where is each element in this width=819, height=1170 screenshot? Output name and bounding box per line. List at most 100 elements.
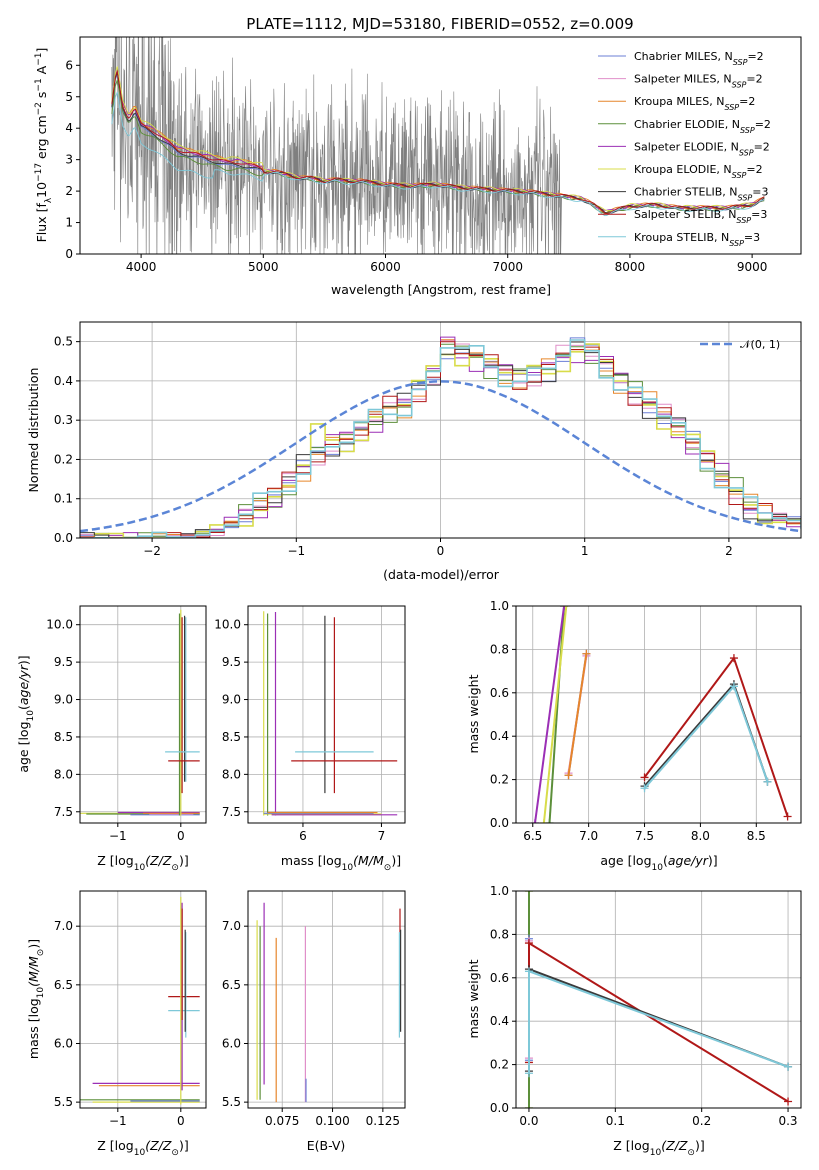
y-tick-label: 0.2 [54,452,73,466]
axes-frame [515,605,802,824]
x-axis-label: (data-model)/error [383,567,500,582]
x-tick-label: −1 [109,1114,127,1128]
y-tick-label: 6.0 [222,1036,241,1050]
histogram-kroupa-stelib [80,339,801,538]
data-point [524,939,533,948]
axes-frame [79,605,207,824]
x-tick-label: 6 [299,829,307,843]
y-tick-label: 6.5 [54,978,73,992]
data-point [729,654,738,663]
series-kroupa-elodie [542,606,568,823]
x-tick-label: 0.3 [778,1114,797,1128]
x-tick-label: 7000 [492,260,523,274]
y-tick-label: 6 [65,58,73,72]
data-point [763,777,772,786]
x-tick-label: 9000 [737,260,768,274]
y-tick-label: 0 [65,247,73,261]
y-tick-label: 5 [65,90,73,104]
plot-area [256,902,402,1103]
data-point [640,784,649,793]
data-point [524,1069,533,1078]
y-tick-label: 0.6 [490,971,509,985]
legend-entry: Kroupa STELIB, NSSP=3 [634,231,760,248]
model-spectrum-kroupa-elodie [111,66,765,212]
plot-area [80,609,200,816]
plot-area [80,336,801,538]
normal-curve [80,380,801,533]
x-tick-label: 0.0 [519,1114,538,1128]
age-vs-mass-chart: 6 7 7.5 8.0 8.5 9.0 9.5 10.0 mass [log10(M/M⊙)] [214,605,406,873]
y-tick-label: 0.5 [54,335,73,349]
x-tick-label: 0 [177,1114,185,1128]
data-point [564,771,573,780]
x-tick-label: 4000 [126,260,157,274]
x-tick-label: 7.0 [579,829,598,843]
data-point [562,606,571,610]
y-tick-label: 5.5 [54,1095,73,1109]
y-tick-label: 6.0 [54,1036,73,1050]
x-tick-label: 0 [177,829,185,843]
data-point [539,819,548,823]
y-tick-label: 3 [65,153,73,167]
y-tick-label: 0.0 [490,816,509,830]
y-tick-label: 7.5 [54,805,73,819]
data-point [524,1104,533,1108]
axes-frame [79,890,207,1109]
y-tick-label: 0.3 [54,413,73,427]
x-axis-label: Z [log10(Z/Z⊙)] [613,1138,704,1158]
data-point [729,682,738,691]
y-tick-label: 9.0 [54,693,73,707]
y-tick-label: 0.2 [490,1058,509,1072]
x-tick-label: 7 [378,829,386,843]
data-point [784,1062,793,1071]
y-axis-label: age [log10(age/yr)] [16,655,36,772]
y-tick-label: 0.0 [490,1101,509,1115]
y-tick-label: 8.5 [54,730,73,744]
data-point [545,819,554,823]
y-tick-label: 2 [65,184,73,198]
weight-vs-age-chart: 6.5 7.0 7.5 8.0 8.5 0.0 0.2 0.4 0.6 0.8 1.0 age [lo… [466,599,802,873]
plot-area [111,37,765,254]
y-axis-label: mass weight [466,674,481,753]
residual-histogram: −2 −1 0 1 2 0.0 0.1 0.2 0.3 0.4 0.5 (data-model)/er… [26,321,802,582]
x-axis-label: Z [log10(Z/Z⊙)] [97,1138,188,1158]
x-axis-label: mass [log10(M/M⊙)] [281,853,401,873]
y-tick-label: 0.0 [54,531,73,545]
plot-area [524,891,793,1108]
y-tick-label: 9.5 [54,655,73,669]
model-spectrum-salpeter-elodie [111,70,765,211]
mass-vs-ebv-chart: 0.075 0.100 0.125 5.5 6.0 6.5 7.0 E(B-V) [222,890,406,1153]
y-tick-label: 0.4 [54,374,73,388]
y-tick-label: 0.6 [490,686,509,700]
legend-entry: Salpeter MILES, NSSP=2 [634,73,763,90]
legend-entry: Salpeter ELODIE, NSSP=2 [634,140,770,157]
series-salpeter-elodie [534,606,566,823]
legend-entry: Chabrier ELODIE, NSSP=2 [634,118,771,135]
legend-entry: Salpeter STELIB, NSSP=3 [634,208,767,225]
data-point [582,649,591,658]
data-point [524,967,533,976]
figure-title: PLATE=1112, MJD=53180, FIBERID=0552, z=0… [246,15,633,33]
y-tick-label: 1.0 [490,599,509,613]
y-tick-label: 0.8 [490,642,509,656]
legend-entry: 𝒩(0, 1) [740,338,780,351]
data-point [560,606,569,610]
x-tick-label: 1 [581,544,589,558]
y-tick-label: 1 [65,216,73,230]
y-tick-label: 10.0 [46,618,73,632]
x-tick-label: 0.1 [606,1114,625,1128]
x-axis-label: age [log10(age/yr)] [600,853,717,873]
x-tick-label: −2 [143,544,161,558]
axes-frame [79,36,802,255]
y-tick-label: 0.2 [490,773,509,787]
y-tick-label: 0.4 [490,1014,509,1028]
legend-entry: Chabrier MILES, NSSP=2 [634,50,764,67]
y-axis-label: mass [log10(M/M⊙)] [26,939,46,1059]
data-point [640,773,649,782]
data-point [531,819,539,823]
legend-entry: Kroupa ELODIE, NSSP=2 [634,163,763,180]
y-tick-label: 0.4 [490,729,509,743]
y-tick-label: 6.5 [222,978,241,992]
x-tick-label: 8.0 [691,829,710,843]
